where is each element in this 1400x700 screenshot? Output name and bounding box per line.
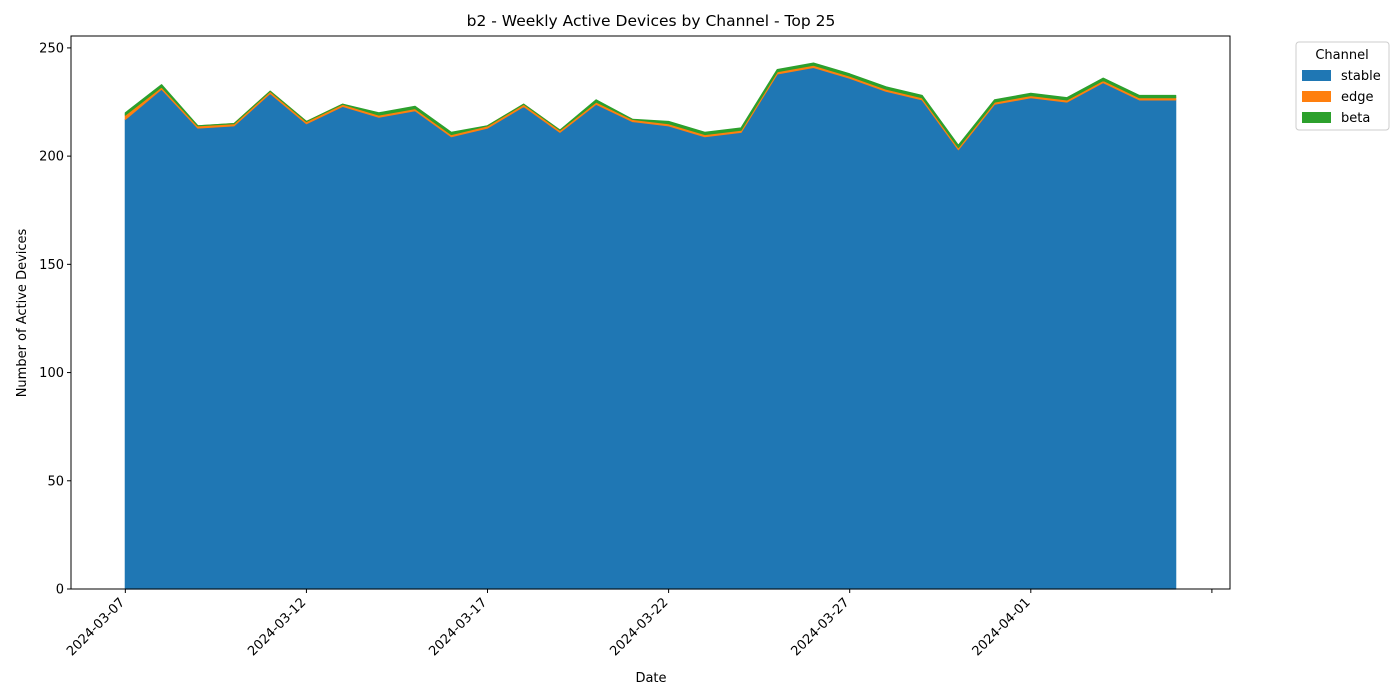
x-tick-label: 2024-03-17 — [426, 595, 490, 659]
x-tick-label: 2024-03-27 — [788, 595, 852, 659]
legend-label-stable: stable — [1341, 69, 1381, 84]
legend-swatch-edge — [1302, 91, 1331, 102]
x-tick-label: 2024-03-22 — [607, 595, 671, 659]
area-beta — [124, 62, 1177, 149]
legend-label-edge: edge — [1341, 90, 1374, 105]
legend-title: Channel — [1315, 48, 1368, 63]
legend-swatch-stable — [1302, 70, 1331, 81]
legend-label-beta: beta — [1341, 111, 1370, 126]
y-tick-label: 100 — [39, 366, 64, 381]
x-axis-title: Date — [635, 671, 666, 686]
y-tick-label: 50 — [47, 474, 64, 489]
y-tick-label: 250 — [39, 41, 64, 56]
plot-frame — [70, 35, 1231, 590]
x-axis: 2024-03-07 2024-03-12 2024-03-17 2024-03-22… — [64, 589, 1213, 659]
area-layers — [124, 62, 1177, 590]
y-axis-title: Number of Active Devices — [15, 228, 30, 397]
x-tick-label: 2024-03-12 — [245, 595, 309, 659]
x-tick-label: 2024-03-07 — [64, 595, 128, 659]
area-stable — [124, 66, 1177, 590]
legend-box — [1295, 41, 1390, 131]
y-tick-label: 0 — [56, 583, 64, 598]
chart-title: b2 - Weekly Active Devices by Channel - … — [467, 12, 836, 30]
legend-swatch-beta — [1302, 112, 1331, 123]
x-tick-label: 2024-04-01 — [970, 595, 1034, 659]
y-tick-label: 150 — [39, 258, 64, 273]
y-tick-label: 200 — [39, 150, 64, 165]
legend: Channel stable edge beta — [1295, 41, 1390, 131]
y-axis: 0 50 100 150 200 250 — [39, 41, 71, 598]
